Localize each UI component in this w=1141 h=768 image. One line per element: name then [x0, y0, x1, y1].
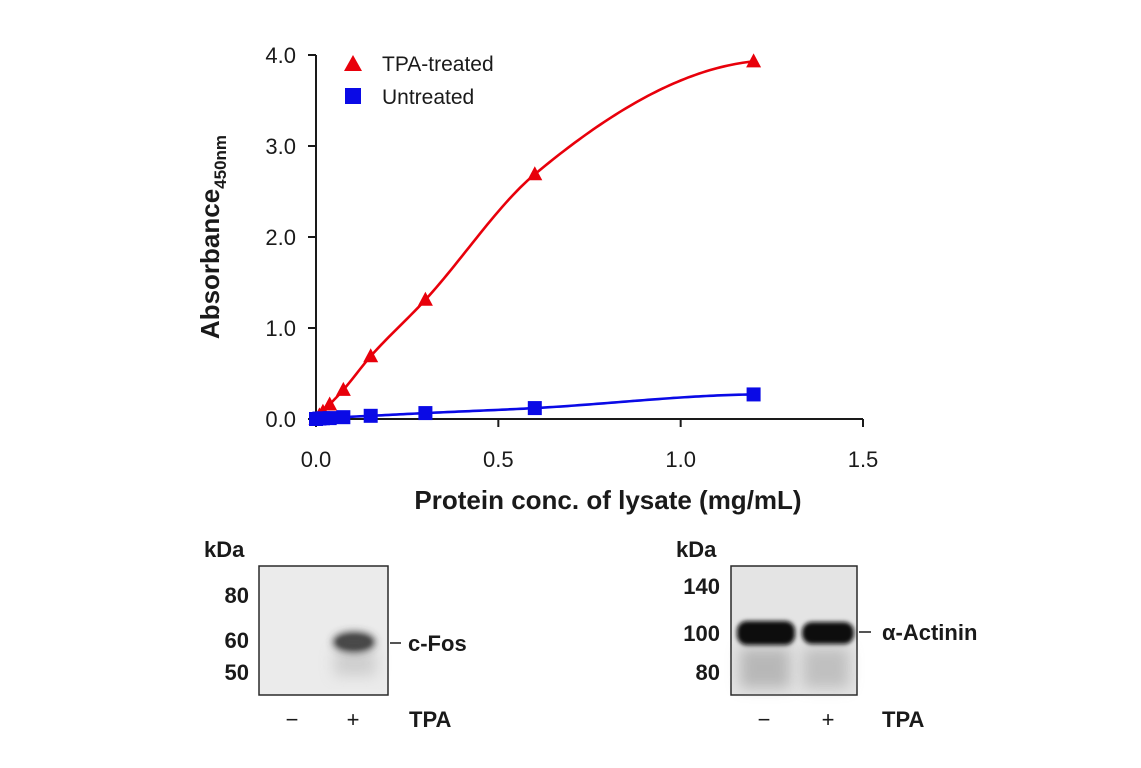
- x-ticks: 0.0 0.5 1.0 1.5: [301, 419, 879, 472]
- data-point-untreated: [322, 411, 337, 426]
- data-point-tpa-treated: [746, 53, 762, 68]
- legend-label-untreated: Untreated: [382, 86, 474, 109]
- blot-right-marker-80: 80: [696, 660, 720, 685]
- y-tick-label: 0.0: [265, 407, 296, 432]
- data-point-tpa-treated: [417, 291, 433, 306]
- data-point-untreated: [527, 401, 542, 416]
- y-axis-title-main: Absorbance: [195, 189, 225, 339]
- y-tick-label: 2.0: [265, 225, 296, 250]
- blot-left-treatment: TPA: [409, 707, 451, 732]
- blot-right-lane-plus: +: [822, 707, 835, 732]
- series-line-tpa-treated: [315, 60, 754, 420]
- x-tick-label: 1.0: [665, 447, 696, 472]
- blot-right-smear-lane1: [740, 648, 790, 688]
- blot-left-marker-60: 60: [225, 628, 249, 653]
- legend-label-tpa-treated: TPA-treated: [382, 53, 494, 76]
- blot-right-band-lane2: [802, 622, 854, 644]
- blot-right-lane-minus: −: [758, 707, 771, 732]
- data-point-untreated: [418, 406, 433, 421]
- legend-marker-untreated: [345, 88, 361, 104]
- blot-right: kDa 140 100 80 α-Actinin − + TPA: [676, 537, 977, 732]
- blot-left-lane-plus: +: [347, 707, 360, 732]
- y-tick-label: 1.0: [265, 316, 296, 341]
- x-tick-label: 0.0: [301, 447, 332, 472]
- blot-right-marker-140: 140: [683, 574, 720, 599]
- data-point-untreated: [363, 408, 378, 423]
- legend: TPA-treated Untreated: [344, 53, 494, 109]
- blot-left-membrane: [258, 565, 389, 696]
- blot-left-marker-50: 50: [225, 660, 249, 685]
- line-chart: 0.0 1.0 2.0 3.0 4.0 0.0 0.5 1.0 1.5 Protein con…: [195, 43, 878, 515]
- y-tick-label: 4.0: [265, 43, 296, 68]
- blot-right-kda-title: kDa: [676, 537, 717, 562]
- blot-right-treatment: TPA: [882, 707, 924, 732]
- blot-right-band-label: α-Actinin: [882, 620, 977, 645]
- y-tick-label: 3.0: [265, 134, 296, 159]
- blot-right-smear-lane2: [803, 648, 849, 688]
- data-point-tpa-treated: [335, 381, 351, 396]
- series-layer: [308, 53, 762, 426]
- data-point-tpa-treated: [527, 166, 543, 181]
- x-tick-label: 0.5: [483, 447, 514, 472]
- data-point-tpa-treated: [322, 396, 338, 411]
- y-axis-title: Absorbance450nm: [195, 135, 230, 339]
- blot-left-kda-title: kDa: [204, 537, 245, 562]
- y-axis-title-subscript: 450nm: [211, 135, 230, 189]
- blot-left-lane-minus: −: [286, 707, 299, 732]
- y-ticks: 0.0 1.0 2.0 3.0 4.0: [265, 43, 316, 432]
- x-axis-title: Protein conc. of lysate (mg/mL): [414, 485, 801, 515]
- data-point-untreated: [746, 387, 761, 402]
- blot-left: kDa 80 60 50 c-Fos − + TPA: [204, 537, 467, 732]
- blot-right-marker-100: 100: [683, 621, 720, 646]
- blot-left-band-cfos-core: [337, 636, 371, 648]
- blot-right-membrane: [730, 565, 858, 696]
- blot-right-band-lane1: [737, 621, 795, 645]
- blot-left-smear: [334, 650, 376, 676]
- data-point-tpa-treated: [363, 348, 379, 363]
- x-tick-label: 1.5: [848, 447, 879, 472]
- data-point-untreated: [336, 410, 351, 425]
- blot-left-marker-80: 80: [225, 583, 249, 608]
- legend-marker-tpa-treated: [344, 55, 362, 71]
- blot-left-band-label: c-Fos: [408, 631, 467, 656]
